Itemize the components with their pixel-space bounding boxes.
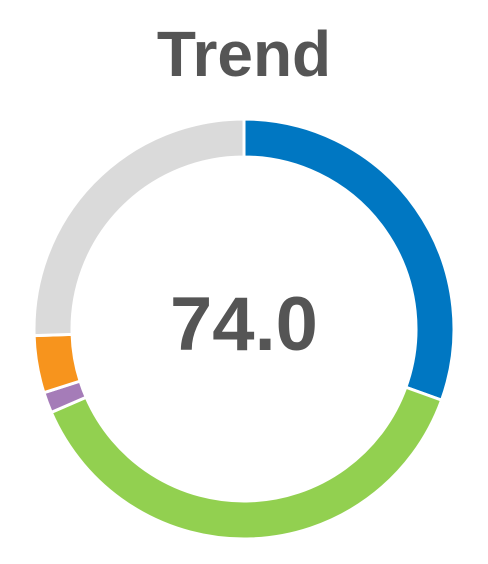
donut-segment-3 — [32, 332, 82, 395]
donut-segment-1 — [49, 385, 444, 541]
chart-title: Trend — [156, 18, 332, 90]
donut-segments — [32, 117, 456, 541]
donut-segment-4 — [32, 117, 246, 338]
center-value-label: 74.0 — [170, 282, 318, 367]
